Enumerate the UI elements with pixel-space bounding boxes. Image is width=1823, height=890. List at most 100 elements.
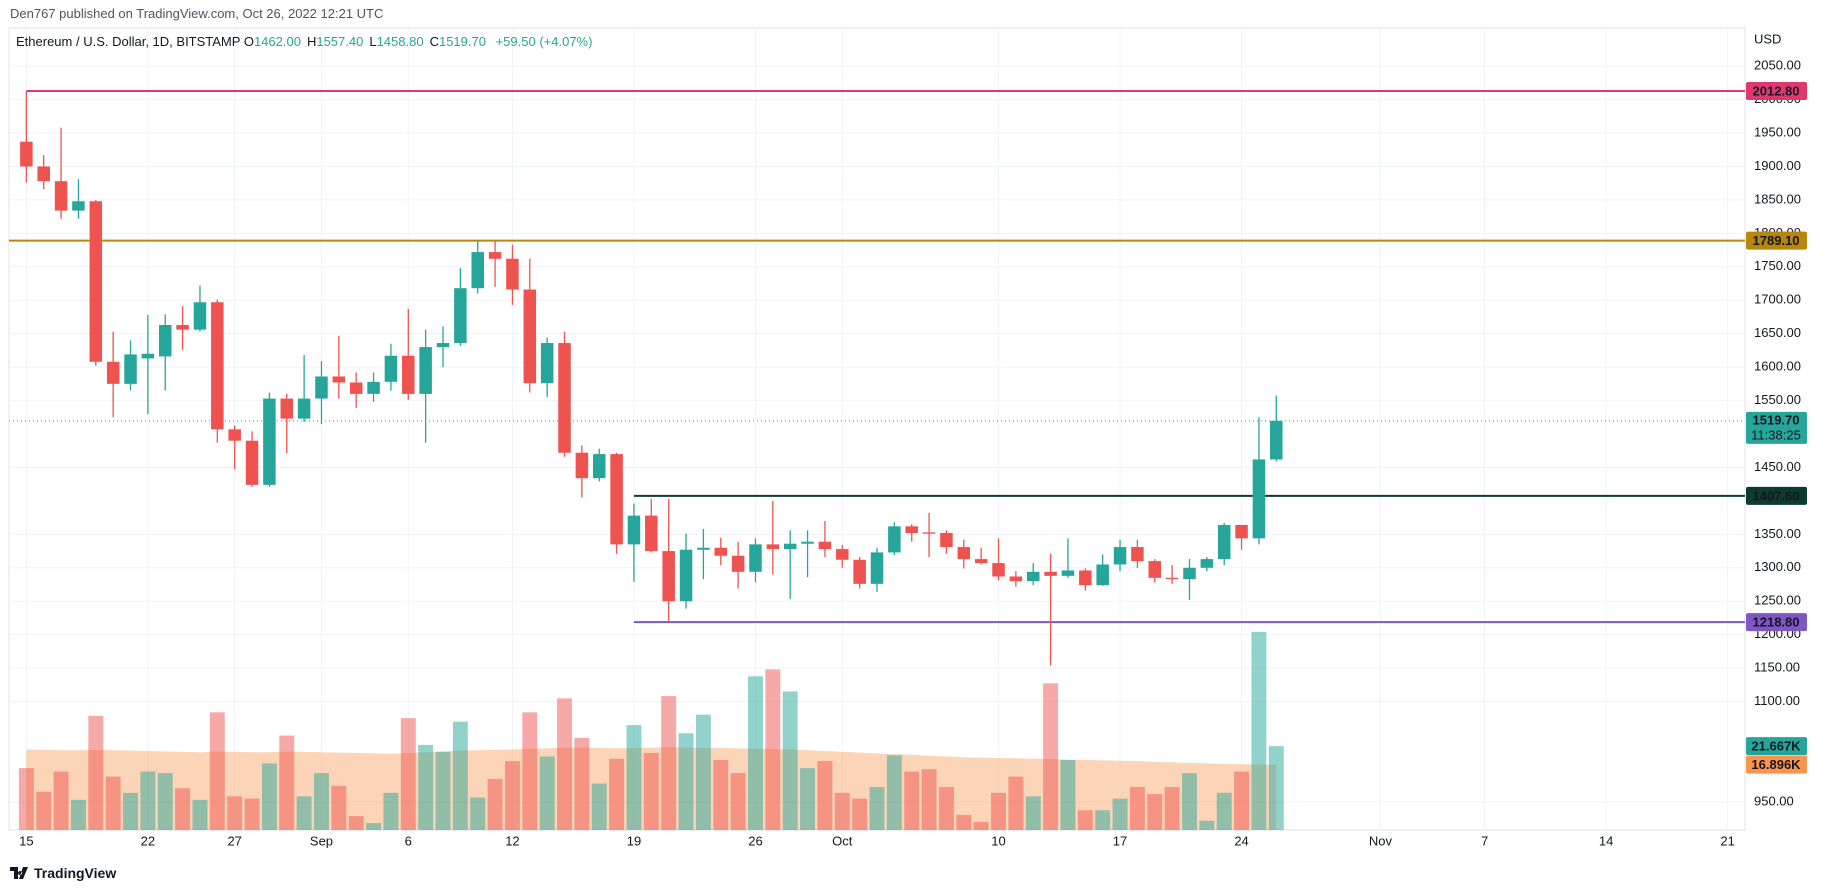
volume-bar [1060, 759, 1076, 830]
volume-bar [279, 735, 295, 830]
legend: Ethereum / U.S. Dollar, 1D, BITSTAMP O14… [16, 34, 598, 49]
volume-bar [123, 792, 138, 830]
x-tick-label: 21 [1720, 833, 1734, 848]
volume-bar [817, 761, 833, 830]
last-price-label: 1519.70 [1753, 412, 1800, 427]
level-label-box [1746, 82, 1807, 101]
candle-body [679, 549, 693, 602]
candle-body [610, 454, 623, 545]
volume-bar [1129, 787, 1145, 830]
volume-bar [695, 714, 711, 830]
candle-body [992, 563, 1005, 577]
candle-body [297, 398, 311, 419]
symbol: Ethereum / U.S. Dollar, 1D, BITSTAMP [16, 34, 241, 49]
candle-body [836, 549, 849, 560]
candle-body [106, 361, 120, 384]
volume-bar [348, 816, 364, 830]
volume-bar [366, 823, 382, 830]
candle-body [280, 398, 294, 419]
volume-bar [175, 788, 191, 830]
x-tick-label: Oct [832, 833, 853, 848]
candle-body [1235, 524, 1248, 539]
candle-body [89, 201, 103, 362]
candle-body [922, 532, 936, 534]
candle-body [20, 141, 33, 167]
candle-body [1252, 459, 1266, 539]
candle-body [940, 533, 953, 548]
volume-bar [452, 721, 468, 830]
volume-bar [800, 768, 816, 830]
candle-body [193, 302, 207, 330]
candle-body [245, 440, 259, 485]
volume-bar [661, 696, 677, 830]
x-tick-label: Nov [1369, 833, 1393, 848]
candle-body [1217, 524, 1231, 560]
volume-bar [1095, 810, 1111, 830]
y-tick-label: 1950.00 [1754, 124, 1801, 139]
candle-body [888, 526, 901, 553]
y-tick-label: 2050.00 [1754, 58, 1801, 73]
volume-bar [973, 821, 989, 830]
y-tick-label: 1150.00 [1754, 660, 1800, 675]
volume-bar [18, 768, 34, 830]
candle-body [72, 201, 85, 211]
volume-bar [539, 756, 555, 830]
candle-body [263, 398, 276, 485]
x-tick-label: 26 [748, 833, 762, 848]
volume-bar [956, 814, 972, 830]
volume-bar [36, 791, 52, 830]
publish-info: Den767 published on TradingView.com, Oct… [10, 6, 384, 21]
x-tick-label: 15 [19, 833, 33, 848]
candle-body [853, 559, 866, 584]
ohlc-key: H [306, 34, 317, 49]
y-tick-label: 1350.00 [1754, 526, 1801, 541]
candle-body [1165, 577, 1179, 580]
logo [10, 867, 28, 879]
ohlc-key: L [369, 34, 377, 49]
candle-body [749, 544, 762, 572]
candle-body [783, 543, 797, 550]
ohlc: O1462.00 H1557.40 L1458.80 C1519.70 [244, 34, 492, 49]
candle-body [1131, 547, 1144, 562]
volume-bar [331, 785, 347, 830]
candle-body [766, 544, 780, 550]
volume-bar [1199, 820, 1215, 830]
volume-bar [1077, 810, 1093, 830]
volume-bar [730, 773, 746, 830]
y-tick-label: 1650.00 [1754, 325, 1801, 340]
candle-body [1200, 559, 1214, 568]
candle-body [592, 454, 606, 479]
volume-bar [921, 769, 937, 830]
footer: TradingView [10, 865, 116, 881]
y-tick-label: 1700.00 [1754, 292, 1801, 307]
x-tick-label: Sep [310, 833, 333, 848]
candle-body [1183, 567, 1196, 580]
volume-bar [88, 715, 104, 830]
volume-bar [157, 773, 173, 830]
candle-body [540, 343, 554, 384]
volume-bar [1216, 792, 1232, 830]
y-tick-label: 1900.00 [1754, 158, 1801, 173]
volume-bar [643, 752, 659, 830]
candle-body [141, 353, 155, 359]
volume-bar [834, 792, 850, 830]
candle-body [558, 343, 571, 453]
candle-body [211, 302, 224, 430]
volume-bar [1268, 746, 1284, 830]
y-tick-label: 1450.00 [1754, 459, 1801, 474]
last-price-box [1746, 411, 1807, 444]
y-tick-label: 1600.00 [1754, 359, 1801, 374]
candle-body [905, 526, 918, 534]
volume-bar [1025, 796, 1041, 830]
ohlc-key: O [243, 34, 254, 49]
volume-bar [886, 755, 902, 830]
x-tick-label: 7 [1481, 833, 1488, 848]
volume-bar [991, 792, 1006, 830]
countdown: 11:38:25 [1751, 427, 1801, 442]
volume-bar [140, 771, 156, 830]
volume-bar [574, 737, 590, 830]
candle-body [471, 252, 484, 289]
volume-bar [609, 758, 625, 830]
